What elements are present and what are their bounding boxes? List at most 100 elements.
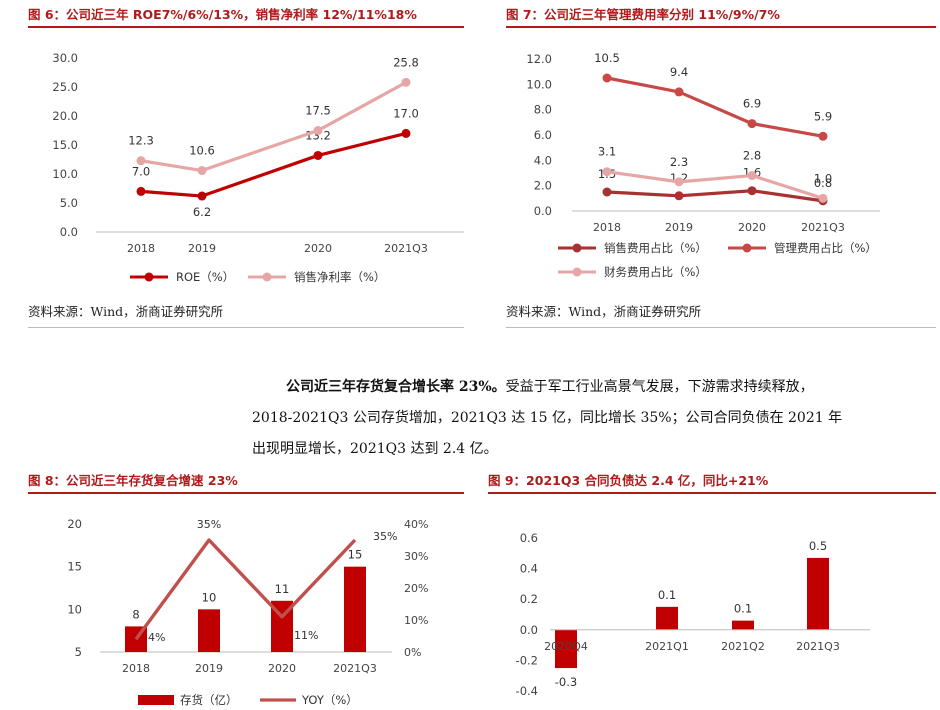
y-tick-label: 6.0	[534, 128, 552, 142]
data-point	[818, 131, 828, 141]
x-tick-label: 2019	[195, 662, 223, 675]
series-line	[606, 170, 824, 200]
body-paragraph: 公司近三年存货复合增长率 23%。受益于军工行业高景气发展，下游需求持续释放， …	[252, 372, 938, 465]
y-tick-label: -0.4	[516, 684, 538, 698]
bar	[656, 606, 678, 630]
bar-label: -0.3	[555, 675, 577, 689]
data-label: 1.0	[814, 171, 832, 185]
y-left-tick-label: 15	[67, 560, 82, 574]
y-left-tick-label: 5	[75, 645, 82, 659]
bar	[198, 609, 220, 652]
fig6-source: 资料来源：Wind，浙商证券研究所	[28, 302, 464, 328]
bar-label: 10	[202, 590, 217, 604]
y-tick-label: 4.0	[534, 153, 552, 167]
fig9-chart: -0.4 -0.2 0.0 0.2 0.4 0.6 -0.3 0.1 0.1 0.5 2020Q4 2…	[516, 531, 870, 698]
fig7-source: 资料来源：Wind，浙商证券研究所	[506, 302, 936, 328]
x-tick-label: 2020Q4	[544, 640, 588, 653]
data-label: 10.5	[594, 51, 620, 65]
legend-label: 财务费用占比（%）	[604, 265, 707, 279]
bar	[732, 620, 754, 630]
x-tick-label: 2018	[127, 242, 155, 255]
para-line-1: 公司近三年存货复合增长率 23%。受益于军工行业高景气发展，下游需求持续释放，	[252, 372, 938, 403]
bar-label: 11	[275, 582, 290, 596]
data-label: 3.1	[598, 145, 616, 159]
y-left-tick-label: 20	[67, 517, 82, 531]
bar	[807, 557, 829, 630]
series-line	[140, 131, 407, 198]
data-label: 17.0	[393, 106, 419, 120]
legend-label: 管理费用占比（%）	[774, 241, 877, 255]
y-tick-label: -0.2	[516, 653, 538, 667]
y-tick-label: 0.0	[520, 623, 538, 637]
data-point	[818, 193, 828, 203]
x-tick-label: 2020	[268, 662, 296, 675]
y-tick-label: 0.0	[60, 225, 78, 239]
legend-swatch	[138, 695, 174, 705]
para-bold-lead: 公司近三年存货复合增长率 23%。	[286, 379, 506, 395]
y-tick-label: 8.0	[534, 103, 552, 117]
data-point	[602, 167, 612, 177]
x-tick-label: 2021Q3	[384, 242, 428, 255]
data-point	[401, 77, 411, 87]
data-label: 10.6	[189, 144, 215, 158]
data-point	[602, 73, 612, 83]
x-tick-label: 2021Q1	[645, 640, 689, 653]
series-line	[606, 189, 824, 203]
series-line	[140, 80, 407, 173]
data-label: 25.8	[393, 55, 419, 69]
bar-label: 15	[348, 548, 363, 562]
legend-marker	[144, 272, 154, 282]
data-label: 2.3	[670, 155, 688, 169]
data-label: 2.8	[743, 149, 761, 163]
data-label: 17.5	[305, 104, 331, 118]
data-point	[674, 177, 684, 187]
y-tick-label: 15.0	[52, 138, 78, 152]
y-tick-label: 0.6	[520, 531, 538, 545]
y-right-tick-label: 10%	[404, 614, 428, 627]
legend-label: YOY（%）	[301, 693, 358, 707]
y-tick-label: 0.4	[520, 562, 538, 576]
y-left-tick-label: 10	[67, 602, 82, 616]
y-tick-label: 5.0	[60, 196, 78, 210]
data-point	[313, 150, 323, 160]
data-label: 12.3	[128, 134, 154, 148]
fig6-title: 图 6：公司近三年 ROE7%/6%/13%，销售净利率 12%/11%18%	[28, 4, 464, 28]
bar	[271, 600, 293, 652]
y-tick-label: 0.0	[534, 204, 552, 218]
x-tick-label: 2021Q3	[796, 640, 840, 653]
y-right-tick-label: 30%	[404, 550, 428, 563]
data-point	[747, 171, 757, 181]
bar	[344, 566, 366, 652]
legend-marker	[572, 267, 582, 277]
fig7-title: 图 7：公司近三年管理费用率分别 11%/9%/7%	[506, 4, 936, 28]
legend-label: ROE（%）	[176, 270, 234, 284]
legend-marker	[742, 243, 752, 253]
data-label: 5.9	[814, 109, 832, 123]
x-tick-label: 2019	[188, 242, 216, 255]
para-line-3: 出现明显增长，2021Q3 达到 2.4 亿。	[252, 441, 498, 457]
data-point	[136, 186, 146, 196]
yoy-line	[134, 538, 357, 641]
series-line	[606, 76, 824, 138]
fig8-chart: 5 10 15 20 0% 10% 20% 30% 40% 8 10 11 15 4% 35% 11% 35% 2…	[67, 517, 428, 707]
bar-label: 0.1	[734, 602, 752, 616]
x-tick-label: 2021Q3	[801, 221, 845, 234]
data-point	[197, 191, 207, 201]
x-tick-label: 2021Q3	[333, 662, 377, 675]
data-point	[747, 186, 757, 196]
y-right-tick-label: 40%	[404, 518, 428, 531]
data-point	[401, 128, 411, 138]
y-tick-label: 10.0	[52, 167, 78, 181]
data-label: 7.0	[132, 164, 150, 178]
data-point	[197, 166, 207, 176]
yoy-label: 4%	[148, 631, 165, 644]
fig8-title: 图 8：公司近三年存货复合增速 23%	[28, 470, 464, 494]
x-tick-label: 2020	[738, 221, 766, 234]
legend-marker	[262, 272, 272, 282]
fig7-chart: 0.0 2.0 4.0 6.0 8.0 10.0 12.0 2018 2019 2020 2021Q…	[526, 51, 880, 279]
y-right-tick-label: 0%	[404, 646, 421, 659]
y-right-tick-label: 20%	[404, 582, 428, 595]
x-tick-label: 2018	[122, 662, 150, 675]
para-rest-1: 受益于军工行业高景气发展，下游需求持续释放，	[505, 379, 814, 395]
data-label: 6.2	[193, 205, 211, 219]
